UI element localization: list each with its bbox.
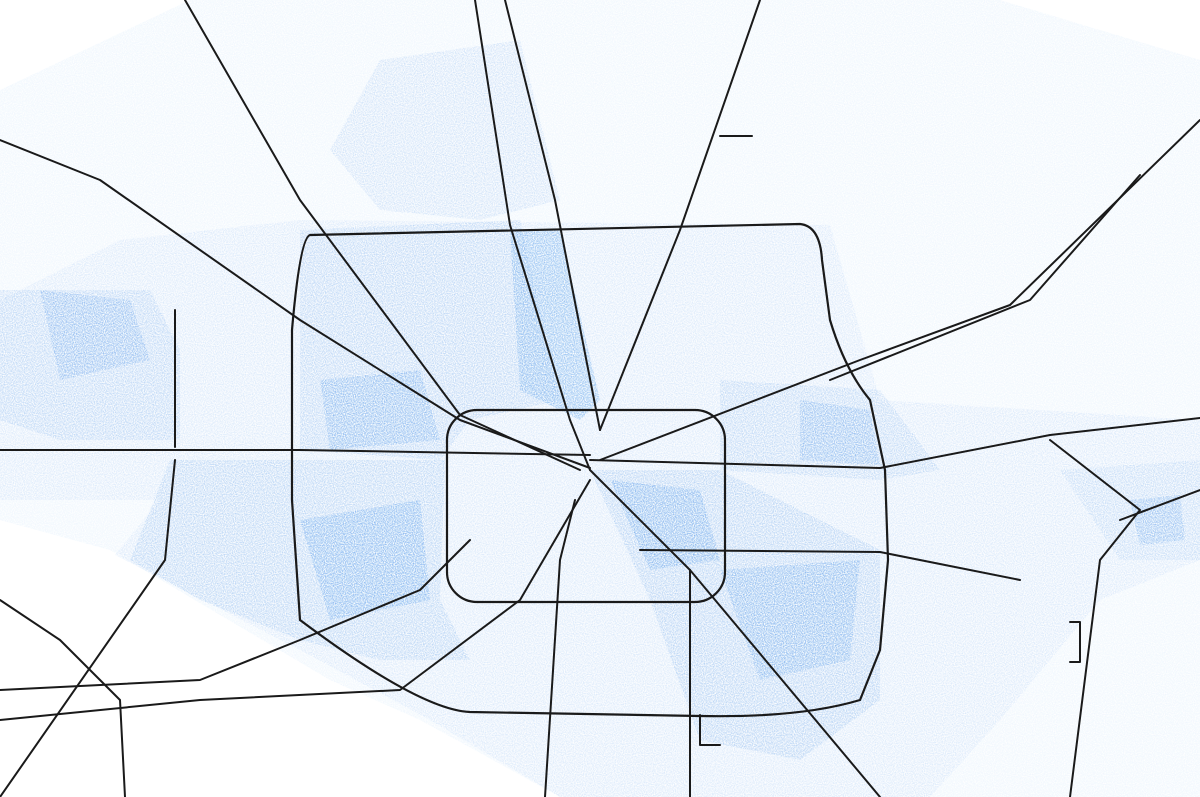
highway bbox=[544, 499, 576, 797]
highway bbox=[0, 599, 126, 797]
density-region bbox=[1130, 495, 1185, 545]
highway bbox=[589, 417, 1200, 469]
density-region bbox=[800, 400, 880, 465]
inner-loop bbox=[445, 408, 727, 604]
highway bbox=[1069, 621, 1081, 663]
beltway bbox=[290, 222, 890, 718]
highway bbox=[474, 0, 591, 471]
highway bbox=[0, 539, 471, 691]
highway bbox=[184, 0, 581, 471]
density-region bbox=[320, 370, 440, 450]
density-region bbox=[610, 480, 720, 570]
highway bbox=[699, 714, 721, 746]
density-region bbox=[300, 500, 430, 620]
highway bbox=[829, 174, 1141, 381]
highway bbox=[599, 119, 1200, 461]
highway bbox=[0, 139, 591, 469]
highway bbox=[504, 0, 601, 431]
highway bbox=[1049, 439, 1141, 797]
highway bbox=[639, 549, 1021, 581]
density-region bbox=[510, 230, 600, 420]
density-region bbox=[40, 290, 150, 380]
highway bbox=[0, 449, 591, 456]
density-region bbox=[720, 560, 860, 680]
highway bbox=[599, 0, 761, 431]
highway bbox=[0, 459, 176, 797]
highway bbox=[0, 479, 591, 721]
highway bbox=[1119, 489, 1200, 521]
